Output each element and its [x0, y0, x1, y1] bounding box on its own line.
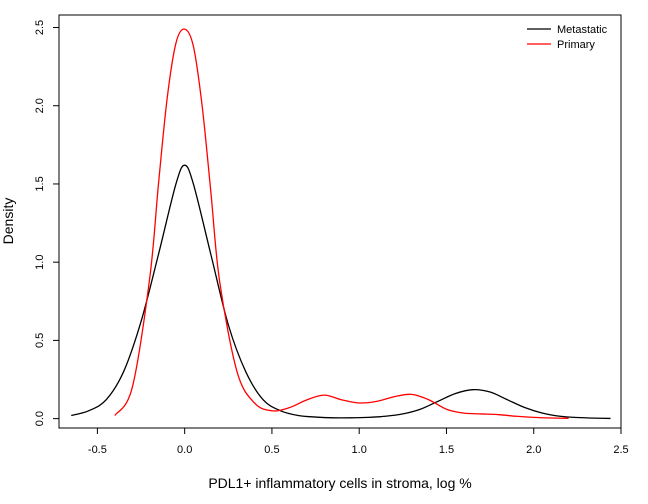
- y-tick-label: 1.0: [34, 255, 46, 270]
- series-layer: [71, 28, 611, 420]
- x-axis-title: PDL1+ inflammatory cells in stroma, log …: [208, 475, 471, 491]
- legend: Metastatic Primary: [527, 24, 608, 51]
- x-axis: -0.5 0.0 0.5 1.0 1.5 2.0 2.5: [88, 428, 629, 456]
- y-tick-label: 2.0: [34, 98, 46, 113]
- x-tick-label: 2.0: [526, 444, 541, 456]
- y-tick-label: 0.0: [34, 411, 46, 426]
- x-tick-label: 0.0: [177, 444, 192, 456]
- x-tick-label: 1.5: [439, 444, 454, 456]
- plot-frame: [58, 14, 622, 429]
- series-line-metastatic: [71, 164, 611, 420]
- x-tick-label: 2.5: [613, 444, 628, 456]
- series-line-primary: [114, 28, 569, 419]
- x-tick-label: 1.0: [352, 444, 367, 456]
- y-tick-label: 0.5: [34, 333, 46, 348]
- x-tick-label: 0.5: [264, 444, 279, 456]
- legend-label-metastatic: Metastatic: [557, 24, 608, 36]
- y-axis-title: Density: [0, 198, 16, 245]
- legend-label-primary: Primary: [557, 39, 595, 51]
- y-axis: 0.0 0.5 1.0 1.5 2.0 2.5: [34, 20, 59, 426]
- y-tick-label: 1.5: [34, 176, 46, 191]
- y-tick-label: 2.5: [34, 20, 46, 35]
- x-tick-label: -0.5: [88, 444, 107, 456]
